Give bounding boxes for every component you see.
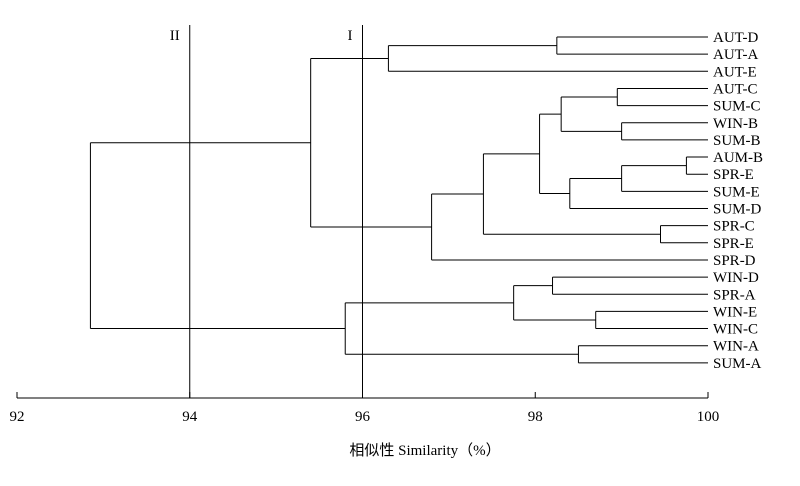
leaf-label: SPR-D (713, 253, 756, 269)
x-tick-label: 96 (355, 409, 371, 425)
leaf-label: AUT-A (713, 47, 758, 63)
x-tick-label: 92 (10, 409, 25, 425)
leaf-label: WIN-A (713, 339, 759, 355)
leaf-label: SUM-C (713, 99, 761, 115)
dendrogram-branches (89, 36, 708, 364)
leaf-label: AUT-E (713, 64, 757, 80)
x-tick-label: 98 (528, 409, 543, 425)
leaf-label: SPR-E (713, 236, 754, 252)
leaf-label: SUM-D (713, 202, 762, 218)
leaf-label: SPR-A (713, 287, 756, 303)
leaf-label: AUT-D (713, 30, 758, 46)
leaf-label: SPR-C (713, 219, 755, 235)
leaf-label: AUT-C (713, 81, 757, 97)
leaf-label: SUM-B (713, 133, 761, 149)
leaf-label: SUM-E (713, 184, 760, 200)
cut-line-label: I (348, 28, 353, 44)
leaf-label: AUM-B (713, 150, 763, 166)
leaf-label: SUM-A (713, 356, 762, 372)
x-tick-label: 94 (182, 409, 198, 425)
leaf-label: WIN-C (713, 322, 758, 338)
cut-lines: III (170, 25, 363, 398)
leaf-label: SPR-E (713, 167, 754, 183)
leaf-label: WIN-D (713, 270, 759, 286)
leaf-label: WIN-B (713, 116, 758, 132)
cut-line-label: II (170, 28, 180, 44)
x-tick-label: 100 (697, 409, 720, 425)
x-axis: 92 94 96 98 100 (10, 392, 720, 425)
leaf-label: WIN-E (713, 304, 757, 320)
x-axis-title: 相似性 Similarity（%） (349, 442, 500, 459)
